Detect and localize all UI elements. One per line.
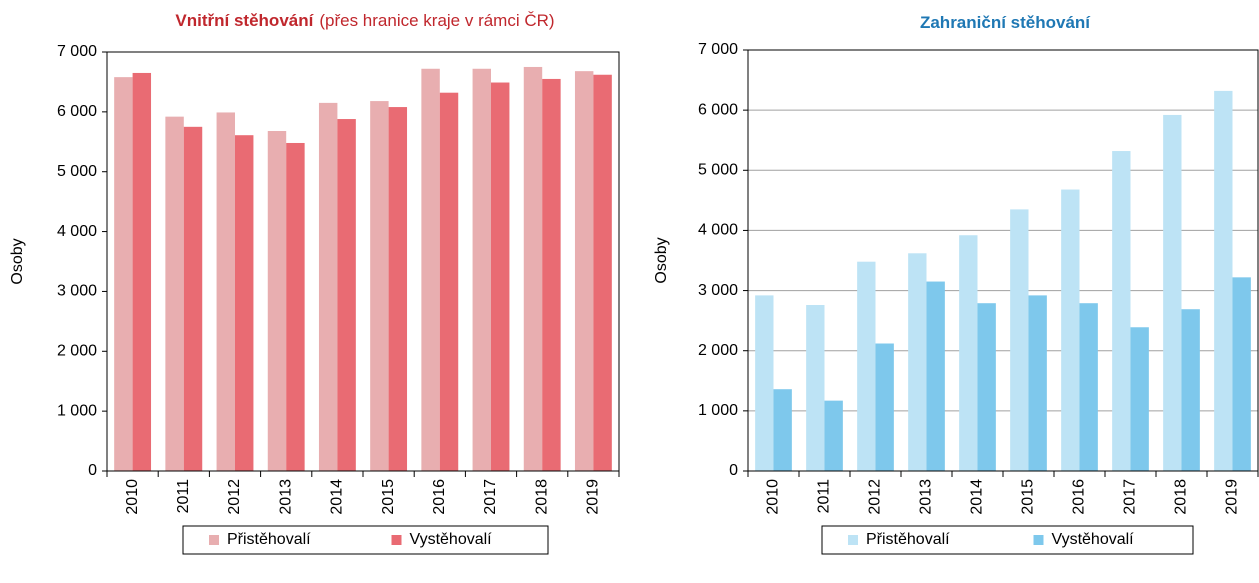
bar	[977, 303, 996, 471]
legend-label: Vystěhovalí	[1052, 531, 1135, 548]
x-tick-label: 2010	[765, 479, 782, 515]
x-tick-label: 2018	[1173, 479, 1190, 515]
bar	[114, 77, 133, 471]
title-sub: (přes hranice kraje v rámci ČR)	[319, 11, 554, 30]
y-tick-label: 7 000	[698, 41, 738, 58]
bar	[318, 102, 338, 471]
bar	[926, 281, 945, 471]
x-tick-label: 2011	[175, 479, 192, 514]
title-main: Vnitřní stěhování	[175, 11, 314, 30]
y-tick-label: 4 000	[698, 222, 738, 239]
x-tick-label: 2016	[1071, 479, 1088, 515]
legend-swatch	[391, 535, 402, 545]
bar	[183, 126, 203, 472]
legend-box	[182, 525, 549, 555]
bar	[1163, 114, 1182, 471]
legend-swatch	[1033, 535, 1044, 545]
bar	[593, 74, 612, 471]
bar	[132, 72, 152, 471]
y-tick-label: 2 000	[698, 342, 738, 359]
x-tick-label: 2011	[816, 479, 833, 514]
bar	[1061, 189, 1080, 471]
legend-box	[821, 525, 1194, 555]
x-tick-label: 2014	[969, 479, 986, 515]
x-tick-label: 2012	[867, 479, 884, 515]
bar	[857, 261, 876, 471]
bar	[216, 112, 235, 471]
bar	[267, 131, 287, 472]
bar	[806, 305, 825, 471]
bar	[1232, 277, 1251, 471]
bar	[1181, 309, 1200, 471]
legend-label: Vystěhovalí	[410, 531, 493, 548]
bar	[755, 295, 774, 471]
plot-frame	[106, 51, 620, 472]
title-main: Zahraniční stěhování	[920, 13, 1091, 32]
x-tick-label: 2017	[482, 479, 499, 515]
legend-swatch	[209, 535, 219, 545]
bar	[908, 253, 927, 471]
bar	[1112, 151, 1131, 472]
y-tick-label: 1 000	[698, 402, 738, 419]
y-tick-label: 5 000	[57, 163, 97, 180]
x-tick-label: 2015	[1020, 479, 1037, 515]
x-tick-label: 2016	[431, 479, 448, 515]
y-tick-label: 5 000	[698, 162, 738, 179]
y-tick-label: 7 000	[57, 43, 97, 60]
bar	[337, 119, 356, 471]
x-tick-label: 2015	[380, 479, 397, 515]
chart-title: Vnitřní stěhování (přes hranice kraje v r…	[175, 11, 554, 30]
x-tick-label: 2019	[585, 479, 602, 515]
legend-label: Přistěhovalí	[866, 531, 950, 548]
y-tick-label: 0	[88, 462, 97, 479]
bar	[542, 78, 561, 471]
bar	[472, 68, 491, 471]
x-tick-label: 2012	[226, 479, 243, 515]
bar	[574, 71, 594, 471]
bar	[370, 101, 389, 471]
chart-title: Zahraniční stěhování	[920, 13, 1091, 32]
bar	[491, 82, 510, 471]
y-tick-label: 3 000	[698, 282, 738, 299]
y-tick-label: 6 000	[57, 103, 97, 120]
x-tick-label: 2013	[277, 479, 294, 515]
legend-label: Přistěhovalí	[227, 531, 311, 548]
y-axis-label: Osoby	[9, 238, 26, 284]
bar	[824, 400, 843, 471]
x-tick-label: 2017	[1122, 479, 1139, 515]
plot-frame	[747, 49, 1259, 472]
bar	[1130, 327, 1149, 471]
y-tick-label: 1 000	[57, 402, 97, 419]
bar	[235, 135, 254, 472]
y-tick-label: 4 000	[57, 223, 97, 240]
y-tick-label: 0	[729, 462, 738, 479]
bar	[1028, 295, 1047, 471]
x-tick-label: 2019	[1224, 479, 1241, 515]
legend-swatch	[848, 535, 858, 545]
bar	[1214, 90, 1233, 471]
bar	[959, 235, 978, 471]
bar	[523, 66, 543, 471]
y-tick-label: 2 000	[57, 343, 97, 360]
bar	[773, 389, 792, 471]
x-tick-label: 2013	[918, 479, 935, 515]
bar	[286, 142, 305, 472]
y-tick-label: 3 000	[57, 283, 97, 300]
bar	[1079, 303, 1098, 471]
y-tick-label: 6 000	[698, 101, 738, 118]
bar	[1010, 209, 1029, 471]
bar	[165, 116, 184, 471]
x-tick-label: 2018	[533, 479, 550, 515]
bar	[388, 107, 408, 471]
x-tick-label: 2014	[329, 479, 346, 515]
bar	[439, 92, 459, 472]
x-tick-label: 2010	[124, 479, 141, 515]
y-axis-label: Osoby	[653, 237, 670, 283]
bar	[875, 343, 894, 471]
bar	[421, 68, 440, 471]
